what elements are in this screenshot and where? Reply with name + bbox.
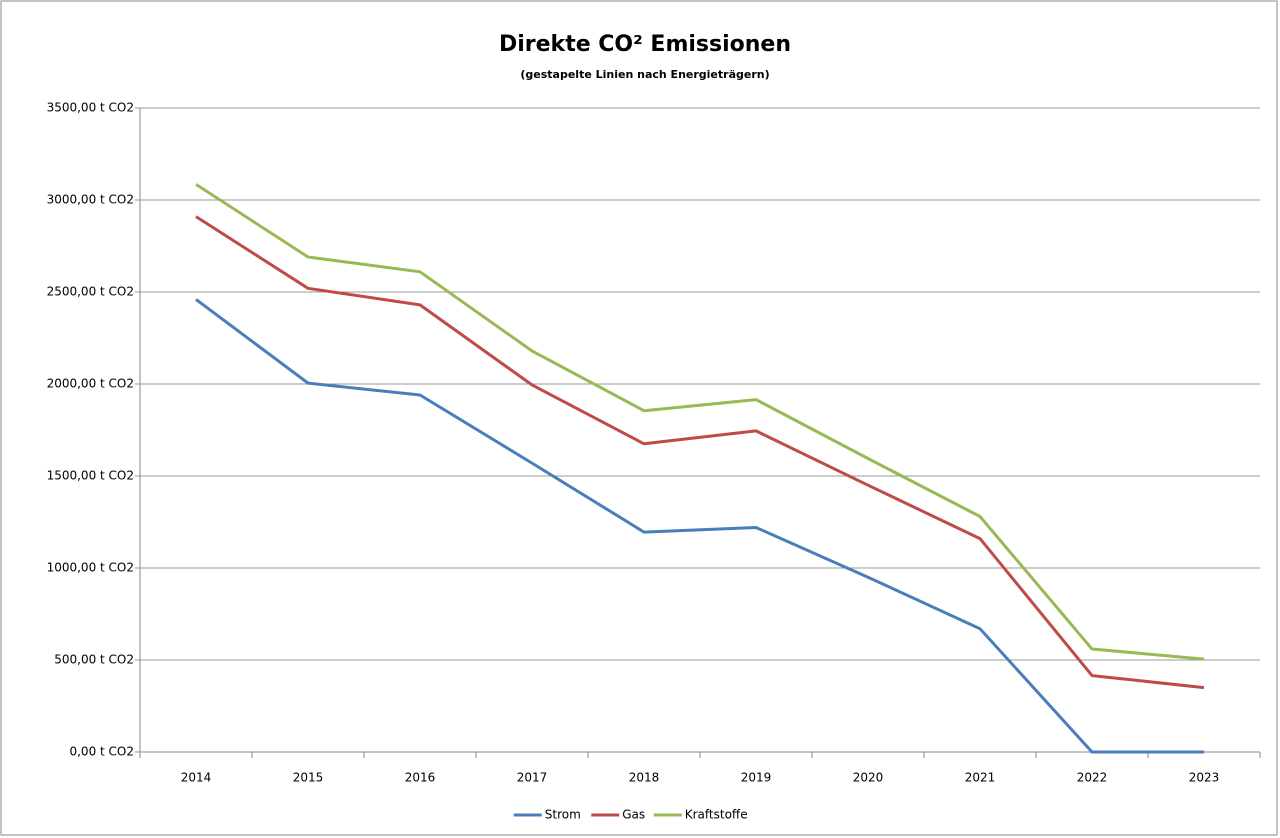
y-tick-label: 500,00 t CO2 xyxy=(54,653,134,667)
x-tick-label: 2016 xyxy=(405,771,436,785)
x-tick-label: 2017 xyxy=(517,771,548,785)
y-tick-label: 3500,00 t CO2 xyxy=(47,101,134,115)
chart-title: Direkte CO² Emissionen xyxy=(499,32,791,57)
series-line xyxy=(195,298,1204,754)
legend-label: Gas xyxy=(622,808,645,822)
x-tick-label: 2022 xyxy=(1077,771,1108,785)
x-tick-label: 2021 xyxy=(965,771,996,785)
legend-label: Strom xyxy=(545,808,581,822)
legend-label: Kraftstoffe xyxy=(685,808,748,822)
chart-subtitle: (gestapelte Linien nach Energieträgern) xyxy=(520,68,769,81)
series-line xyxy=(195,215,1205,690)
x-tick-label: 2020 xyxy=(853,771,884,785)
x-tick-label: 2018 xyxy=(629,771,660,785)
y-tick-label: 1000,00 t CO2 xyxy=(47,561,134,575)
y-tick-label: 3000,00 t CO2 xyxy=(47,193,134,207)
x-tick-label: 2015 xyxy=(293,771,324,785)
y-tick-label: 2500,00 t CO2 xyxy=(47,285,134,299)
x-tick-label: 2014 xyxy=(181,771,212,785)
y-tick-label: 1500,00 t CO2 xyxy=(47,469,134,483)
y-tick-label: 0,00 t CO2 xyxy=(69,745,134,759)
series-line xyxy=(195,183,1205,661)
y-tick-label: 2000,00 t CO2 xyxy=(47,377,134,391)
x-tick-label: 2019 xyxy=(741,771,772,785)
x-tick-label: 2023 xyxy=(1189,771,1220,785)
